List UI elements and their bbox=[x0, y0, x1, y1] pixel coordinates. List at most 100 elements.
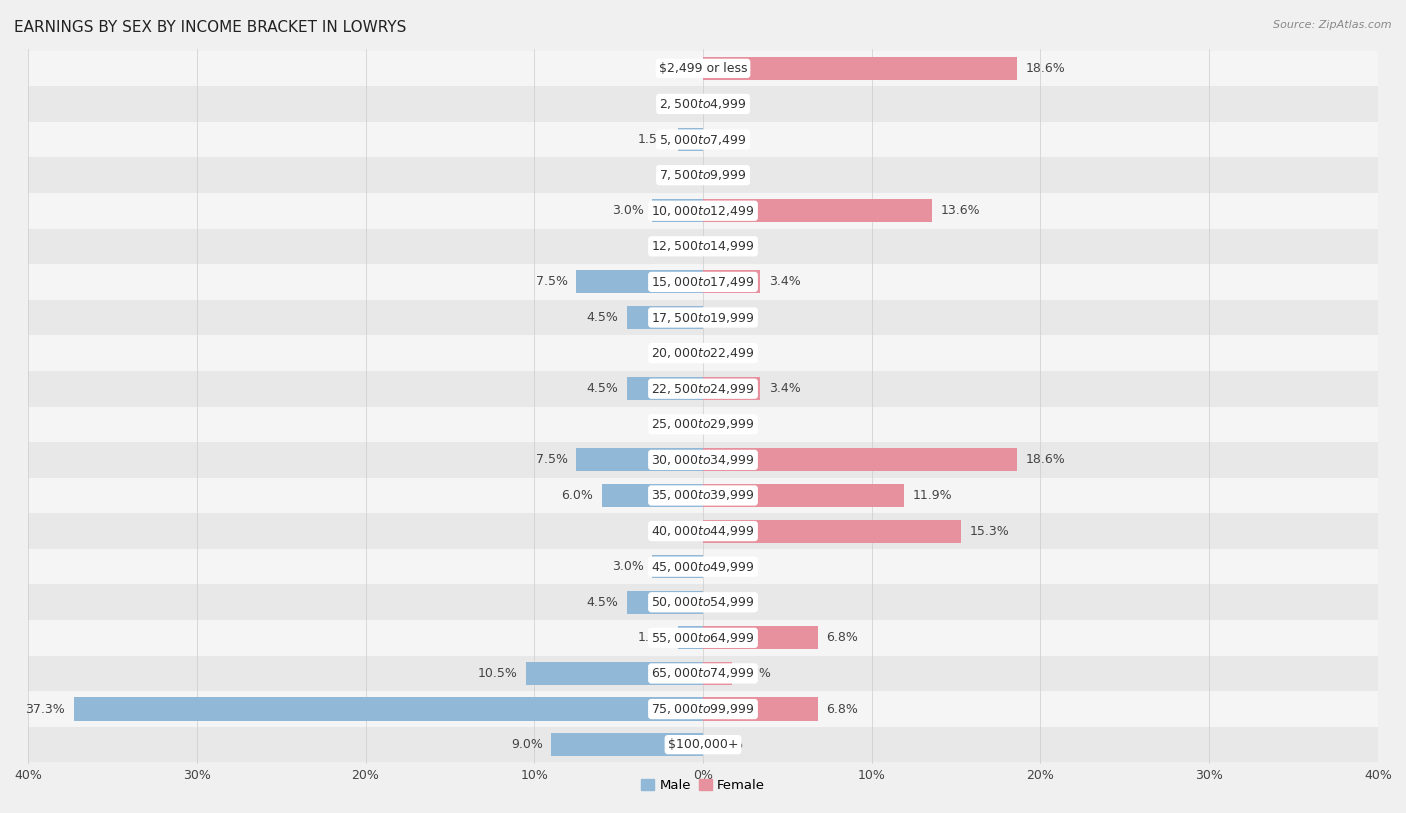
Bar bbox=[703, 199, 932, 222]
Text: 0.0%: 0.0% bbox=[711, 560, 744, 573]
Text: $2,500 to $4,999: $2,500 to $4,999 bbox=[659, 97, 747, 111]
Text: 0.0%: 0.0% bbox=[662, 240, 695, 253]
Bar bbox=[678, 128, 703, 151]
Text: 0.0%: 0.0% bbox=[662, 346, 695, 359]
Text: $35,000 to $39,999: $35,000 to $39,999 bbox=[651, 489, 755, 502]
Text: 15.3%: 15.3% bbox=[970, 524, 1010, 537]
Text: $7,500 to $9,999: $7,500 to $9,999 bbox=[659, 168, 747, 182]
Text: 0.0%: 0.0% bbox=[662, 62, 695, 75]
Text: 7.5%: 7.5% bbox=[536, 276, 568, 289]
Text: $65,000 to $74,999: $65,000 to $74,999 bbox=[651, 667, 755, 680]
Text: 18.6%: 18.6% bbox=[1025, 454, 1064, 467]
Text: 0.0%: 0.0% bbox=[662, 98, 695, 111]
Bar bbox=[526, 662, 703, 685]
Text: 7.5%: 7.5% bbox=[536, 454, 568, 467]
Bar bbox=[678, 626, 703, 650]
Bar bbox=[28, 193, 1378, 228]
Bar bbox=[703, 520, 962, 542]
Text: $2,499 or less: $2,499 or less bbox=[659, 62, 747, 75]
Text: $20,000 to $22,499: $20,000 to $22,499 bbox=[651, 346, 755, 360]
Bar bbox=[703, 626, 818, 650]
Text: $100,000+: $100,000+ bbox=[668, 738, 738, 751]
Text: 0.0%: 0.0% bbox=[662, 418, 695, 431]
Bar bbox=[627, 306, 703, 329]
Bar bbox=[703, 377, 761, 400]
Bar bbox=[28, 335, 1378, 371]
Bar bbox=[576, 271, 703, 293]
Bar bbox=[28, 50, 1378, 86]
Bar bbox=[28, 655, 1378, 691]
Text: 0.0%: 0.0% bbox=[711, 596, 744, 609]
Text: 3.0%: 3.0% bbox=[612, 204, 644, 217]
Text: $15,000 to $17,499: $15,000 to $17,499 bbox=[651, 275, 755, 289]
Bar bbox=[28, 122, 1378, 158]
Bar bbox=[602, 484, 703, 507]
Text: 3.4%: 3.4% bbox=[769, 382, 800, 395]
Bar bbox=[28, 620, 1378, 655]
Text: 0.0%: 0.0% bbox=[711, 418, 744, 431]
Text: 3.0%: 3.0% bbox=[612, 560, 644, 573]
Text: 4.5%: 4.5% bbox=[586, 596, 619, 609]
Bar bbox=[28, 442, 1378, 478]
Bar bbox=[703, 698, 818, 720]
Text: 0.0%: 0.0% bbox=[711, 346, 744, 359]
Text: $45,000 to $49,999: $45,000 to $49,999 bbox=[651, 559, 755, 574]
Text: 6.8%: 6.8% bbox=[827, 702, 858, 715]
Bar bbox=[28, 549, 1378, 585]
Bar bbox=[28, 300, 1378, 335]
Text: 9.0%: 9.0% bbox=[510, 738, 543, 751]
Bar bbox=[28, 727, 1378, 763]
Text: $12,500 to $14,999: $12,500 to $14,999 bbox=[651, 239, 755, 254]
Text: 0.0%: 0.0% bbox=[662, 168, 695, 181]
Text: 18.6%: 18.6% bbox=[1025, 62, 1064, 75]
Bar bbox=[703, 484, 904, 507]
Text: 1.5%: 1.5% bbox=[637, 133, 669, 146]
Text: $30,000 to $34,999: $30,000 to $34,999 bbox=[651, 453, 755, 467]
Text: $17,500 to $19,999: $17,500 to $19,999 bbox=[651, 311, 755, 324]
Bar bbox=[28, 228, 1378, 264]
Legend: Male, Female: Male, Female bbox=[636, 773, 770, 797]
Bar bbox=[652, 555, 703, 578]
Text: $25,000 to $29,999: $25,000 to $29,999 bbox=[651, 417, 755, 432]
Text: 4.5%: 4.5% bbox=[586, 382, 619, 395]
Text: 0.0%: 0.0% bbox=[711, 240, 744, 253]
Text: 37.3%: 37.3% bbox=[25, 702, 65, 715]
Bar bbox=[28, 691, 1378, 727]
Bar bbox=[28, 371, 1378, 406]
Text: 1.7%: 1.7% bbox=[740, 667, 772, 680]
Text: 0.0%: 0.0% bbox=[711, 98, 744, 111]
Bar bbox=[73, 698, 703, 720]
Text: 0.0%: 0.0% bbox=[711, 168, 744, 181]
Bar bbox=[28, 264, 1378, 300]
Text: $50,000 to $54,999: $50,000 to $54,999 bbox=[651, 595, 755, 609]
Bar bbox=[703, 271, 761, 293]
Bar bbox=[627, 591, 703, 614]
Bar bbox=[28, 158, 1378, 193]
Text: $75,000 to $99,999: $75,000 to $99,999 bbox=[651, 702, 755, 716]
Bar bbox=[576, 448, 703, 472]
Text: $55,000 to $64,999: $55,000 to $64,999 bbox=[651, 631, 755, 645]
Text: 0.0%: 0.0% bbox=[711, 738, 744, 751]
Text: $22,500 to $24,999: $22,500 to $24,999 bbox=[651, 381, 755, 396]
Text: 0.0%: 0.0% bbox=[662, 524, 695, 537]
Text: 3.4%: 3.4% bbox=[769, 276, 800, 289]
Bar bbox=[703, 57, 1017, 80]
Bar bbox=[28, 585, 1378, 620]
Bar bbox=[28, 513, 1378, 549]
Bar bbox=[28, 406, 1378, 442]
Text: 6.0%: 6.0% bbox=[561, 489, 593, 502]
Text: 0.0%: 0.0% bbox=[711, 311, 744, 324]
Bar bbox=[703, 662, 731, 685]
Bar bbox=[551, 733, 703, 756]
Text: 4.5%: 4.5% bbox=[586, 311, 619, 324]
Text: $10,000 to $12,499: $10,000 to $12,499 bbox=[651, 204, 755, 218]
Text: 0.0%: 0.0% bbox=[711, 133, 744, 146]
Text: EARNINGS BY SEX BY INCOME BRACKET IN LOWRYS: EARNINGS BY SEX BY INCOME BRACKET IN LOW… bbox=[14, 20, 406, 35]
Text: 13.6%: 13.6% bbox=[941, 204, 980, 217]
Bar bbox=[28, 86, 1378, 122]
Text: 10.5%: 10.5% bbox=[478, 667, 517, 680]
Text: 1.5%: 1.5% bbox=[637, 632, 669, 645]
Text: Source: ZipAtlas.com: Source: ZipAtlas.com bbox=[1274, 20, 1392, 30]
Text: 6.8%: 6.8% bbox=[827, 632, 858, 645]
Bar bbox=[703, 448, 1017, 472]
